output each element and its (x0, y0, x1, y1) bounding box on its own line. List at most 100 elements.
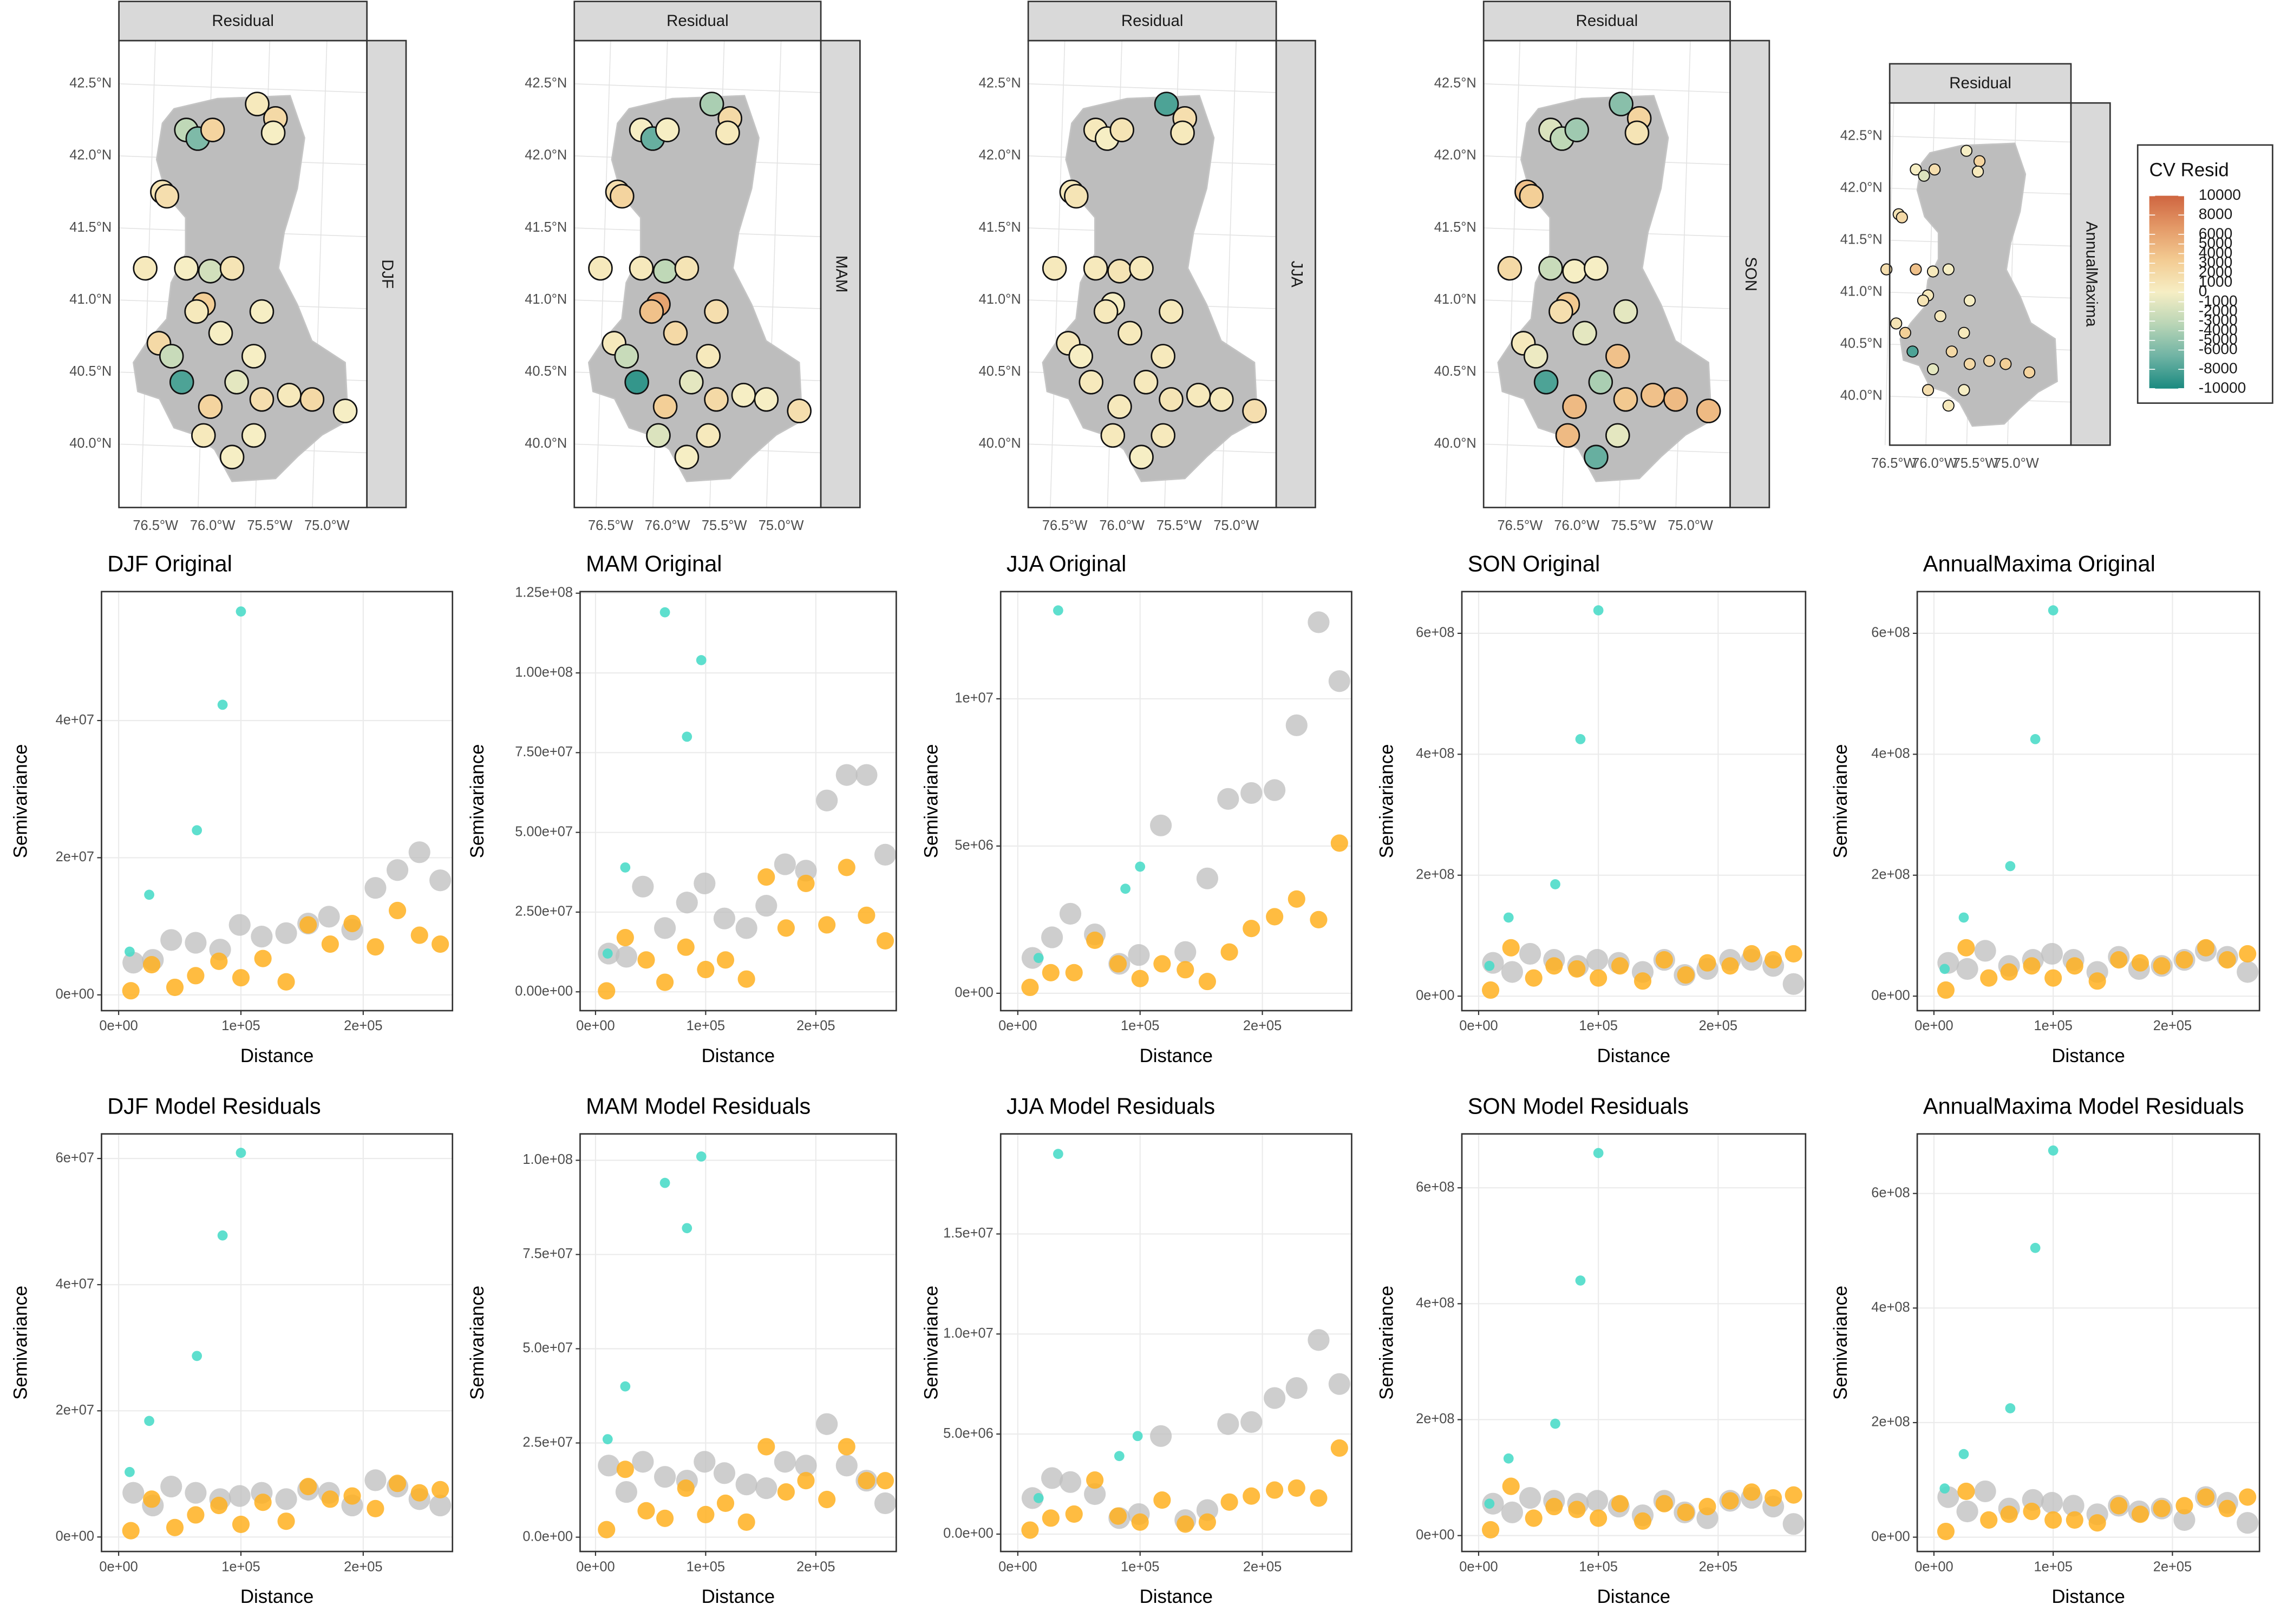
station-point (1696, 398, 1721, 423)
y-tick-label: 5.0e+07 (522, 1340, 573, 1355)
map-panel: 76.5°W76.0°W75.5°W75.0°W40.0°N40.5°N41.0… (1840, 63, 2111, 471)
y-axis-title: Semivariance (921, 744, 942, 858)
semivariance-point (343, 1487, 361, 1505)
semivariance-point (1053, 605, 1063, 616)
semivariance-point (1782, 1513, 1805, 1535)
colorbar-label: 8000 (2199, 206, 2233, 222)
semivariance-point (143, 1490, 161, 1508)
station-point (1129, 256, 1154, 281)
panel-border (101, 591, 454, 1012)
semivariance-point (716, 951, 735, 969)
strip-right (2070, 102, 2111, 446)
semivariance-point (735, 1474, 757, 1496)
semivariance-point (2197, 1488, 2215, 1506)
station-point (754, 387, 779, 412)
y-axis-title: Semivariance (1830, 1286, 1851, 1400)
semivariance-point (429, 1494, 452, 1517)
y-tick-label: 41.5°N (1434, 220, 1476, 235)
x-tick-label: 75.5°W (1156, 518, 1202, 533)
semivariance-point (122, 1522, 140, 1540)
semivariance-point (217, 699, 228, 710)
y-tick-label: 2e+07 (56, 1403, 94, 1418)
colorbar-label: -6000 (2199, 340, 2238, 357)
y-tick-label: 40.0°N (1840, 388, 1883, 403)
semivariance-point (656, 973, 674, 991)
semivariance-point (620, 1381, 631, 1392)
semivariance-point (1957, 1482, 1975, 1501)
semivariance-point (1655, 951, 1673, 969)
strip-right-label: DJF (378, 259, 396, 289)
panel-title: AnnualMaxima Model Residuals (1923, 1093, 2244, 1118)
station-point (663, 320, 688, 346)
semivariance-point (1958, 1449, 1969, 1459)
x-axis-title: Distance (1140, 1045, 1213, 1066)
semivariance-point (2197, 939, 2215, 957)
semivariance-point (1308, 1329, 1330, 1351)
y-tick-label: 2.5e+07 (522, 1435, 573, 1450)
strip-top-label: Residual (212, 12, 274, 30)
x-tick-label: 76.0°W (190, 518, 236, 533)
semivariance-point (632, 875, 654, 898)
semivariance-point (1310, 1489, 1328, 1507)
semivariance-point (1033, 1493, 1044, 1503)
semivariance-point (1109, 955, 1127, 973)
semivariance-point (2088, 972, 2106, 990)
semivariance-point (737, 970, 755, 988)
graticule-line (1890, 135, 2072, 143)
station-point (1624, 120, 1650, 146)
station-point (1159, 299, 1184, 324)
x-tick-label: 0e+00 (1914, 1018, 1953, 1033)
semivariance-point (232, 969, 250, 987)
semivariance-point (696, 1151, 707, 1162)
semivariance-point (364, 1469, 387, 1491)
semivariance-point (1939, 1483, 1950, 1494)
semivariance-point (1611, 957, 1629, 975)
semivariance-point (2023, 1502, 2041, 1521)
colorbar-label: 2000 (2199, 264, 2233, 280)
x-tick-label: 76.0°W (1099, 518, 1145, 533)
colorbar-label: -2000 (2199, 302, 2238, 319)
semivariance-point (616, 1461, 634, 1478)
y-tick-label: 40.5°N (1434, 364, 1476, 379)
semivariance-point (144, 1416, 154, 1426)
station-point (249, 387, 275, 412)
semivariance-point (1198, 1513, 1216, 1531)
x-tick-label: 75.0°W (1668, 518, 1713, 533)
semivariance-point (321, 935, 339, 953)
x-tick-label: 0e+00 (576, 1559, 615, 1574)
semivariance-point (1586, 949, 1609, 971)
semivariogram-panel: SON Model Residuals 0e+00 1e+05 2e+05 0e+00 2… (1376, 1093, 1807, 1607)
semivariance-point (858, 906, 875, 924)
graticule-line (119, 83, 367, 93)
semivariance-point (143, 956, 161, 974)
semivariogram-panel: AnnualMaxima Original 0e+00 1e+05 2e+05 0e+0… (1830, 551, 2260, 1066)
semivariance-point (777, 919, 795, 937)
station-point (1999, 358, 2012, 370)
semivariance-point (1937, 1522, 1955, 1541)
station-point (1896, 211, 1908, 224)
semivariance-point (2030, 1242, 2041, 1253)
y-tick-label: 0e+00 (1416, 1527, 1454, 1542)
semivariance-point (2023, 957, 2041, 975)
semivariance-point (1590, 1509, 1608, 1527)
y-tick-label: 41.0°N (1840, 284, 1883, 299)
station-point (245, 91, 270, 116)
y-tick-label: 42.5°N (69, 76, 112, 91)
y-tick-label: 0e+00 (1416, 988, 1454, 1003)
semivariance-point (676, 892, 698, 914)
semivariance-point (1633, 972, 1652, 990)
semivariance-point (855, 764, 878, 786)
station-point (1917, 294, 1930, 307)
station-point (1154, 91, 1179, 116)
semivariance-point (144, 889, 154, 900)
semivariance-point (637, 1502, 655, 1520)
semivariance-point (1240, 782, 1263, 804)
x-tick-label: 1e+05 (1121, 1018, 1159, 1033)
colorbar-label: 5000 (2199, 234, 2233, 251)
station-point (652, 394, 678, 419)
semivariogram-panel: DJF Original 0e+00 1e+05 2e+05 0e+00 2e+07 4e+… (10, 551, 454, 1066)
station-point (1093, 299, 1119, 324)
semivariance-point (835, 1455, 858, 1477)
semivariance-point (696, 655, 707, 665)
